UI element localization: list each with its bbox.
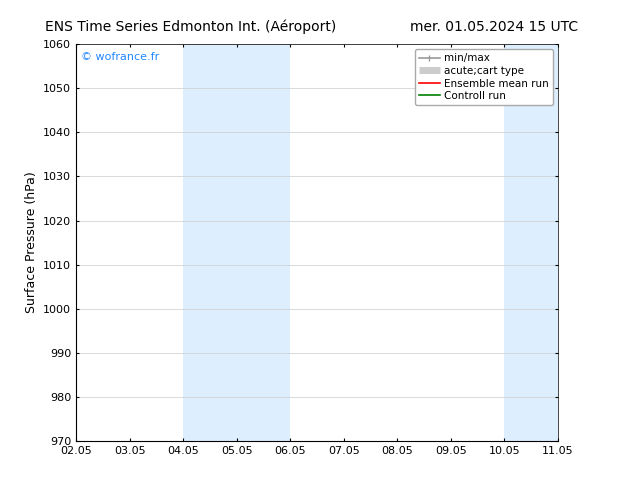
Y-axis label: Surface Pressure (hPa): Surface Pressure (hPa)	[25, 172, 37, 314]
Bar	[183, 44, 236, 441]
Bar	[558, 44, 611, 441]
Text: © wofrance.fr: © wofrance.fr	[81, 52, 159, 62]
Bar	[236, 44, 290, 441]
Bar	[505, 44, 558, 441]
Text: mer. 01.05.2024 15 UTC: mer. 01.05.2024 15 UTC	[410, 20, 579, 34]
Legend: min/max, acute;cart type, Ensemble mean run, Controll run: min/max, acute;cart type, Ensemble mean …	[415, 49, 553, 105]
Text: ENS Time Series Edmonton Int. (Aéroport): ENS Time Series Edmonton Int. (Aéroport)	[44, 20, 336, 34]
